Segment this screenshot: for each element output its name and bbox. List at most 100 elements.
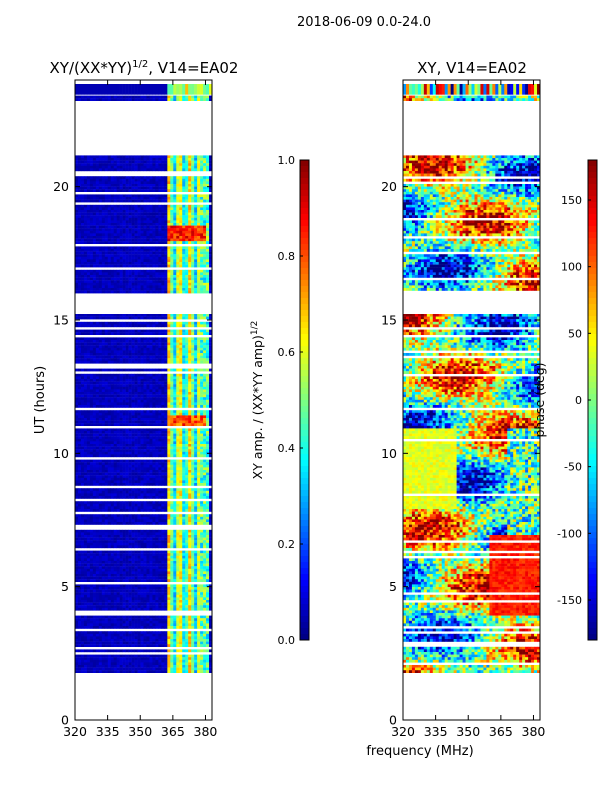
heatmap-cell xyxy=(203,441,207,445)
heatmap-cell xyxy=(185,314,189,317)
heatmap-cell xyxy=(140,389,144,393)
heatmap-cell xyxy=(125,256,129,260)
heatmap-cell xyxy=(98,420,103,424)
heatmap-cell xyxy=(77,160,82,164)
heatmap-cell xyxy=(77,277,82,281)
heatmap-cell xyxy=(206,360,210,364)
heatmap-cell xyxy=(125,269,129,273)
heatmap-cell xyxy=(173,449,177,452)
heatmap-cell xyxy=(77,220,82,224)
heatmap-cell xyxy=(98,350,103,354)
heatmap-cell xyxy=(95,433,100,437)
heatmap-cell xyxy=(75,436,79,439)
heatmap-cell xyxy=(95,165,100,169)
heatmap-cell xyxy=(83,454,88,458)
heatmap-cell xyxy=(125,470,129,473)
heatmap-cell xyxy=(179,353,183,356)
heatmap-cell xyxy=(155,415,159,419)
heatmap-cell xyxy=(137,189,141,192)
heatmap-cell xyxy=(75,353,79,356)
heatmap-cell xyxy=(152,228,156,231)
heatmap-cell xyxy=(104,223,109,226)
heatmap-cell xyxy=(125,189,129,192)
heatmap-cell xyxy=(155,165,159,169)
heatmap-cell xyxy=(104,342,109,346)
heatmap-cell xyxy=(203,358,207,361)
heatmap-cell xyxy=(110,399,115,403)
heatmap-cell xyxy=(164,160,168,164)
heatmap-cell xyxy=(191,436,195,439)
heatmap-cell xyxy=(101,233,106,237)
heatmap-cell xyxy=(146,168,150,172)
heatmap-cell xyxy=(206,264,210,268)
heatmap-cell xyxy=(161,470,165,473)
heatmap-cell xyxy=(176,217,180,221)
heatmap-cell xyxy=(140,410,144,413)
heatmap-cell xyxy=(75,285,79,289)
heatmap-cell xyxy=(125,316,129,320)
heatmap-cell xyxy=(89,438,94,442)
heatmap-cell xyxy=(203,446,207,450)
heatmap-cell xyxy=(92,321,97,325)
heatmap-cell xyxy=(80,345,85,348)
heatmap-cell xyxy=(137,249,141,252)
heatmap-cell xyxy=(191,394,195,398)
heatmap-cell xyxy=(206,470,210,473)
heatmap-cell xyxy=(137,184,141,187)
heatmap-cell xyxy=(101,397,106,400)
heatmap-cell xyxy=(182,431,186,434)
heatmap-cell xyxy=(185,454,189,458)
heatmap-cell xyxy=(173,238,177,242)
heatmap-cell xyxy=(203,285,207,289)
heatmap-cell xyxy=(182,230,186,234)
heatmap-cell xyxy=(116,451,120,455)
heatmap-cell xyxy=(170,275,174,278)
heatmap-cell xyxy=(92,405,97,408)
heatmap-cell xyxy=(95,288,100,291)
heatmap-cell xyxy=(104,402,109,406)
heatmap-cell xyxy=(128,223,132,226)
heatmap-cell xyxy=(167,353,171,356)
heatmap-cell xyxy=(131,340,135,343)
heatmap-cell xyxy=(143,488,147,491)
heatmap-cell xyxy=(170,436,174,439)
heatmap-cell xyxy=(209,475,213,478)
heatmap-cell xyxy=(185,358,189,361)
heatmap-cell xyxy=(179,376,183,380)
heatmap-cell xyxy=(95,230,100,234)
heatmap-cell xyxy=(188,402,192,406)
heatmap-cell xyxy=(110,246,115,250)
heatmap-cell xyxy=(173,483,177,486)
heatmap-cell xyxy=(170,477,174,481)
heatmap-cell xyxy=(164,220,168,224)
heatmap-cell xyxy=(101,186,106,190)
heatmap-cell xyxy=(176,212,180,216)
heatmap-cell xyxy=(200,272,204,276)
heatmap-cell xyxy=(119,282,123,286)
heatmap-cell xyxy=(206,217,210,221)
heatmap-cell xyxy=(116,251,120,255)
heatmap-cell xyxy=(110,472,115,476)
heatmap-cell xyxy=(203,480,207,484)
heatmap-cell xyxy=(116,321,120,325)
heatmap-cell xyxy=(158,415,162,419)
heatmap-cell xyxy=(86,480,91,484)
heatmap-cell xyxy=(134,342,138,346)
heatmap-cell xyxy=(116,379,120,382)
heatmap-cell xyxy=(170,184,174,187)
heatmap-cell xyxy=(137,272,141,276)
heatmap-cell xyxy=(137,163,141,166)
heatmap-cell xyxy=(113,314,117,317)
heatmap-cell xyxy=(140,165,144,169)
heatmap-cell xyxy=(80,316,85,320)
heatmap-cell xyxy=(173,420,177,424)
heatmap-cell xyxy=(203,220,207,224)
heatmap-cell xyxy=(143,285,147,289)
heatmap-cell xyxy=(104,475,109,478)
heatmap-cell xyxy=(140,345,144,348)
heatmap-cell xyxy=(161,446,165,450)
heatmap-cell xyxy=(137,277,141,281)
heatmap-cell xyxy=(92,360,97,364)
heatmap-cell xyxy=(170,324,174,328)
heatmap-cell xyxy=(155,462,159,465)
